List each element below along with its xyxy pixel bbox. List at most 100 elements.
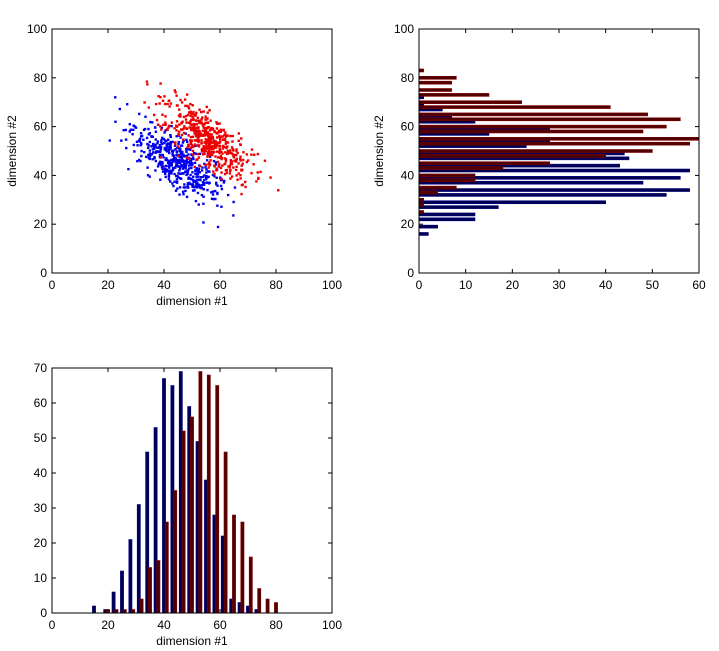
scatter-point (168, 145, 171, 149)
scatter-point (159, 95, 162, 99)
y-tick-label: 60 (34, 396, 48, 410)
scatter-point (207, 163, 210, 166)
scatter-point (198, 184, 201, 188)
scatter-point (200, 184, 203, 187)
scatter-point (145, 136, 149, 140)
scatter-point (205, 159, 209, 162)
scatter-point (196, 138, 199, 142)
scatter-point (214, 197, 217, 201)
x-tick-label: 80 (269, 278, 283, 292)
scatter-point (167, 149, 170, 152)
scatter-point (235, 153, 238, 157)
scatter-point (202, 183, 206, 186)
scatter-point (176, 145, 180, 148)
scatter-point (202, 182, 205, 185)
scatter-point (178, 161, 182, 165)
scatter-point (214, 146, 217, 149)
scatter-point (186, 146, 189, 149)
histogram-bar (114, 609, 119, 614)
scatter-point (175, 174, 178, 178)
scatter-point (186, 113, 190, 117)
scatter-point (232, 166, 235, 169)
scatter-point (178, 186, 182, 189)
scatter-point (225, 168, 229, 172)
scatter-point (205, 174, 208, 178)
scatter-point (241, 158, 245, 162)
scatter-point (231, 153, 235, 156)
scatter-point (190, 177, 193, 181)
scatter-point (205, 176, 208, 179)
scatter-point (204, 129, 208, 132)
scatter-point (174, 91, 177, 94)
histogram-bar (418, 76, 457, 80)
histogram-bar (418, 93, 490, 97)
scatter-point (230, 152, 233, 155)
scatter-point (185, 121, 188, 124)
scatter-point (218, 151, 221, 155)
scatter-point (209, 140, 212, 143)
scatter-point (161, 170, 165, 173)
scatter-point (193, 143, 197, 146)
scatter-point (200, 169, 204, 172)
scatter-point (208, 142, 211, 145)
scatter-point (156, 142, 159, 145)
scatter-point (216, 160, 220, 164)
scatter-point (252, 153, 256, 156)
scatter-point (164, 115, 167, 118)
scatter-point (212, 150, 216, 154)
scatter-point (189, 123, 192, 126)
scatter-point (234, 168, 238, 172)
scatter-point (223, 145, 226, 149)
scatter-point (173, 166, 177, 169)
scatter-point (200, 110, 203, 114)
scatter-point (190, 166, 193, 170)
scatter-point (191, 162, 194, 165)
scatter-point (170, 172, 173, 175)
scatter-point (223, 138, 227, 142)
scatter-point (197, 169, 200, 172)
scatter-point (146, 174, 150, 177)
scatter-point (198, 119, 201, 123)
scatter-point (209, 147, 213, 150)
scatter-point (231, 134, 234, 138)
scatter-point (235, 165, 238, 169)
scatter-point (205, 140, 208, 143)
scatter-point (154, 145, 157, 148)
scatter-point (223, 133, 226, 137)
x-tick-label: 0 (49, 278, 56, 292)
scatter-point (178, 123, 181, 126)
scatter-point (143, 127, 147, 131)
scatter-point (171, 154, 174, 157)
scatter-point (221, 135, 224, 138)
scatter-point (219, 154, 223, 158)
scatter-point (197, 139, 201, 142)
scatter-point (234, 160, 238, 163)
scatter-point (163, 95, 166, 98)
histogram-bar (418, 188, 690, 192)
scatter-point (140, 134, 144, 138)
scatter-point (207, 139, 211, 142)
scatter-point (182, 131, 186, 135)
scatter-point (174, 156, 177, 160)
scatter-plot-panel: 0 20 40 60 80 100 0 20 40 60 80 100 dimension #1 dime… (5, 22, 342, 308)
scatter-point (195, 135, 198, 138)
y-axis-label: dimension #2 (372, 115, 386, 187)
scatter-point (143, 150, 146, 154)
scatter-point (127, 167, 130, 171)
scatter-point (240, 137, 243, 140)
scatter-point (213, 172, 216, 176)
scatter-point (207, 126, 211, 129)
scatter-point (193, 139, 196, 142)
scatter-point (201, 124, 205, 127)
scatter-point (206, 121, 209, 124)
x-axis-label: dimension #1 (156, 634, 228, 648)
scatter-point (150, 145, 153, 148)
scatter-point (176, 104, 179, 107)
scatter-point (154, 130, 158, 133)
scatter-point (220, 205, 223, 208)
scatter-point (175, 94, 178, 97)
scatter-point (191, 128, 194, 131)
y-tick-label: 100 (394, 22, 414, 36)
scatter-point (179, 98, 182, 102)
scatter-point (215, 121, 218, 124)
